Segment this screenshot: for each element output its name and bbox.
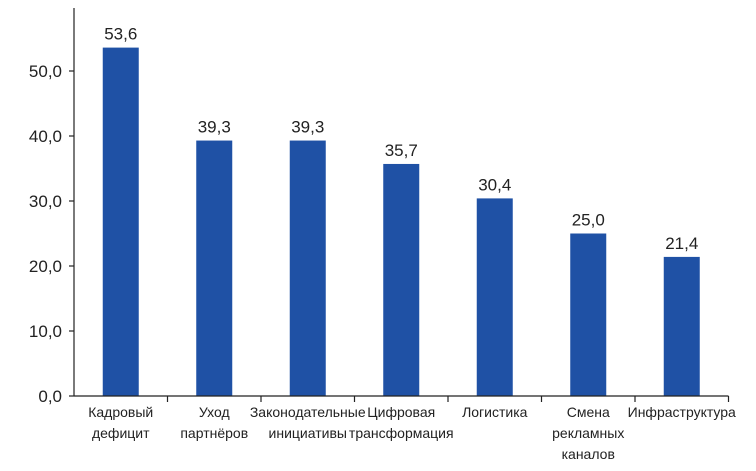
x-tick-label-line: Инфраструктура: [628, 404, 736, 420]
x-tick-label: Логистика: [462, 404, 528, 420]
bar: [196, 140, 233, 396]
x-tick-label-line: дефицит: [92, 425, 150, 441]
data-label: 35,7: [385, 141, 418, 160]
x-tick-label-line: Смена: [567, 404, 610, 420]
x-tick-label-line: рекламных: [552, 425, 624, 441]
data-label: 39,3: [291, 118, 324, 137]
x-tick-label-line: каналов: [562, 446, 615, 462]
x-tick-label: Законодательные инициативы: [250, 404, 366, 441]
x-tick-label-line: Цифровая: [367, 404, 435, 420]
x-tick-label: Уход партнёров: [180, 404, 248, 441]
bar: [289, 140, 326, 396]
y-tick-label: 10,0: [29, 322, 62, 341]
bar: [476, 198, 513, 396]
bar: [102, 47, 139, 396]
bar: [383, 163, 420, 396]
x-tick-label: Кадровый дефицит: [88, 404, 153, 441]
x-tick-label-line: трансформация: [349, 425, 454, 441]
y-tick-label: 20,0: [29, 257, 62, 276]
x-tick-label: Инфраструктура: [628, 404, 736, 420]
x-axis: Кадровый дефицит Уход партнёровЗаконодатель…: [74, 395, 736, 462]
bar: [570, 233, 607, 396]
x-tick-label: Смена рекламных каналов: [552, 404, 624, 462]
data-label: 39,3: [198, 118, 231, 137]
y-tick-label: 50,0: [29, 62, 62, 81]
y-tick-label: 0,0: [38, 387, 62, 406]
x-tick-label: Цифровая трансформация: [349, 404, 454, 441]
bar: [663, 256, 700, 396]
y-tick-label: 40,0: [29, 127, 62, 146]
y-axis: 0,0 10,0 20,0 30,0 40,0 50,0: [29, 8, 75, 406]
x-tick-label-line: партнёров: [180, 425, 248, 441]
data-label: 25,0: [572, 211, 605, 230]
x-tick-label-line: инициативы: [269, 425, 347, 441]
x-tick-label-line: Уход: [199, 404, 230, 420]
data-label: 53,6: [104, 25, 137, 44]
bars: 53,6 39,3 39,3 35,7 30,4 25,0 21,4: [102, 25, 700, 396]
x-tick-label-line: Кадровый: [88, 404, 153, 420]
y-tick-label: 30,0: [29, 192, 62, 211]
data-label: 21,4: [665, 234, 698, 253]
x-tick-label-line: Логистика: [462, 404, 528, 420]
x-tick-label-line: Законодательные: [250, 404, 366, 420]
data-label: 30,4: [478, 175, 511, 194]
